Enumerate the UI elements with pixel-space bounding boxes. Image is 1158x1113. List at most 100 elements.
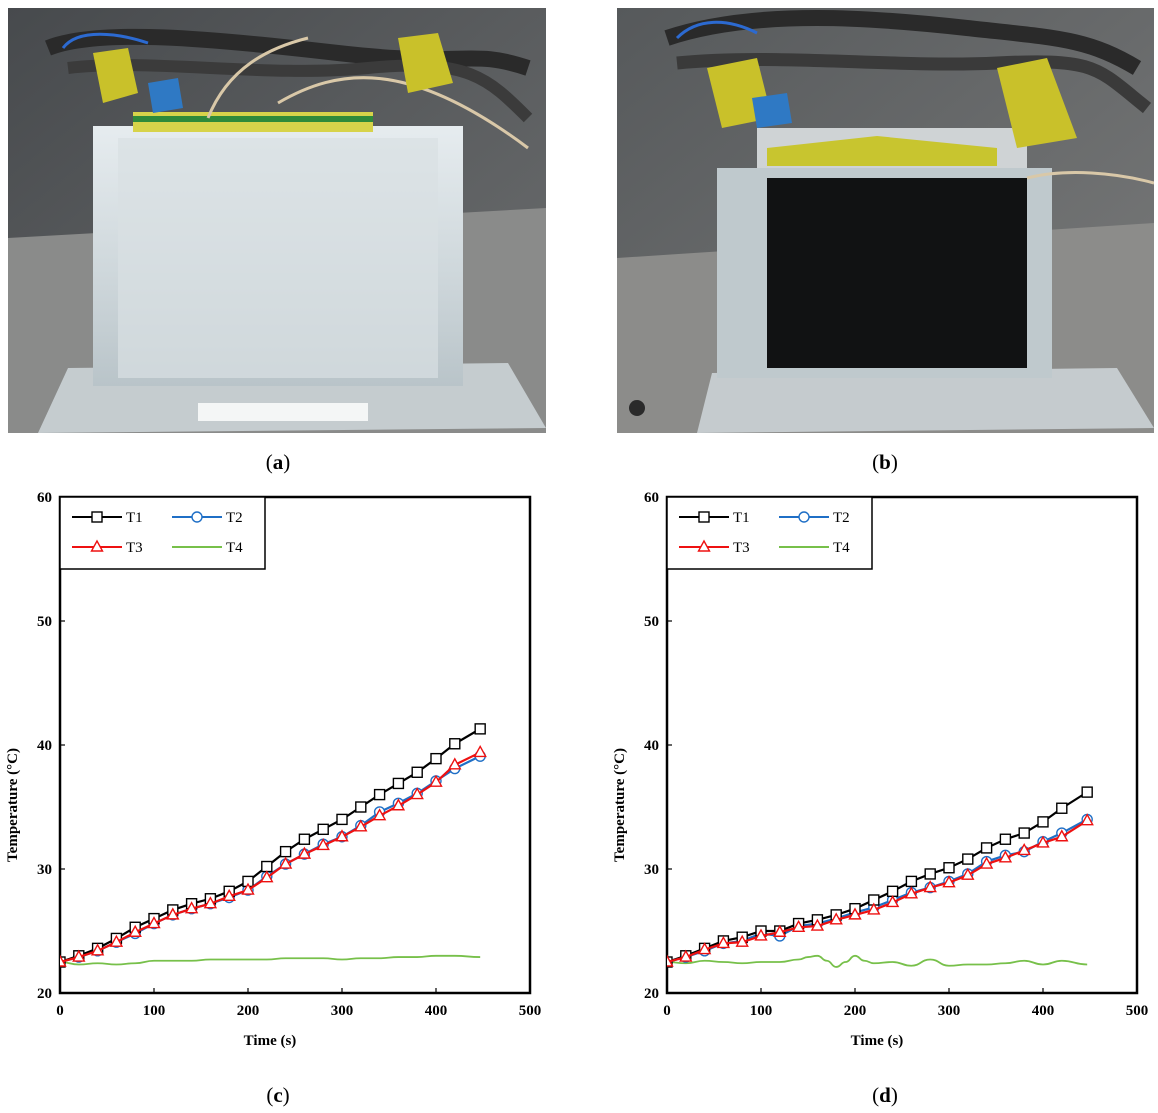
t3-point-6 (166, 907, 180, 920)
plot-area-frame (665, 495, 1139, 995)
t3-point-22 (1080, 813, 1094, 826)
t1-point-12 (279, 845, 292, 858)
t1-point-18 (999, 833, 1012, 845)
y-axis-label: Temperature (°C) (5, 748, 21, 862)
t3-point-19 (410, 787, 424, 800)
caption-a: (a) (265, 450, 291, 474)
t3-point-5 (147, 916, 161, 929)
y-tick-label-50: 50 (37, 614, 52, 630)
caption-d: (d) (872, 1083, 898, 1107)
legend-t1-point-0 (91, 511, 103, 523)
x-tick-label-0: 0 (56, 1003, 64, 1019)
x-tick-label-500: 500 (519, 1003, 542, 1019)
t3-point-15 (942, 875, 956, 888)
t3-point-4 (735, 934, 749, 947)
t1-point-13 (905, 875, 918, 888)
legend: T1 T2 T3 T4 (59, 496, 266, 570)
t3-point-15 (335, 829, 349, 842)
t3-point-21 (448, 757, 462, 770)
t3-point-19 (1017, 842, 1031, 856)
photo-a (8, 8, 546, 433)
series-t2-line (60, 755, 481, 964)
t3-point-11 (867, 902, 881, 915)
battery-in-clear-ice-block-photo-icon (8, 8, 546, 433)
t3-point-0 (60, 954, 67, 967)
t3-point-14 (923, 880, 937, 893)
photo-b (617, 8, 1154, 433)
y-tick-label-50: 50 (644, 614, 659, 630)
x-tick-label-300: 300 (938, 1003, 961, 1019)
t3-point-4 (128, 924, 142, 937)
legend-label-t1: T1 (126, 510, 143, 526)
t1-point-20 (1037, 816, 1049, 828)
t1-point-21 (1056, 802, 1068, 814)
t3-point-13 (904, 886, 919, 899)
t3-point-1 (679, 949, 693, 962)
legend-t1-point-0 (698, 511, 710, 523)
y-tick-label-20: 20 (37, 986, 52, 1002)
t3-point-10 (848, 907, 862, 920)
legend-box (666, 496, 873, 570)
t3-point-5 (754, 928, 768, 941)
t3-point-7 (791, 919, 806, 932)
t3-point-2 (697, 942, 712, 955)
t1-point-20 (430, 752, 442, 765)
t3-point-14 (316, 837, 330, 851)
t1-point-15 (943, 862, 955, 874)
y-tick-label-40: 40 (37, 738, 52, 754)
t3-point-8 (203, 896, 218, 909)
series-t3-line (667, 819, 1088, 964)
t1-point-16 (962, 853, 974, 865)
legend-label-t4: T4 (833, 540, 850, 556)
y-tick-label-30: 30 (644, 862, 659, 878)
t3-point-11 (260, 870, 274, 883)
legend: T1 T2 T3 T4 (666, 496, 873, 570)
y-tick-label-60: 60 (37, 490, 52, 506)
x-tick-label-200: 200 (237, 1003, 260, 1019)
series-t1-line (667, 791, 1088, 964)
t3-point-3 (716, 935, 731, 949)
x-tick-label-100: 100 (143, 1003, 166, 1019)
x-tick-label-0: 0 (663, 1003, 671, 1019)
t1-point-22 (474, 723, 486, 735)
t3-point-7 (184, 901, 199, 914)
t3-point-20 (1036, 835, 1050, 848)
caption-b: (b) (872, 450, 898, 474)
series-t3-line (60, 751, 481, 964)
x-tick-label-500: 500 (1126, 1003, 1149, 1019)
t3-point-6 (773, 924, 787, 937)
t1-point-19 (1018, 827, 1030, 839)
t3-point-9 (829, 912, 843, 925)
t1-point-16 (355, 801, 367, 813)
y-tick-label-40: 40 (644, 738, 659, 754)
t1-point-13 (298, 833, 311, 845)
t3-point-8 (810, 918, 825, 931)
series-group (667, 786, 1094, 968)
t3-point-20 (429, 774, 443, 787)
x-tick-label-400: 400 (1032, 1003, 1055, 1019)
series-t1-line (60, 727, 481, 964)
y-tick-label-20: 20 (644, 986, 659, 1002)
x-tick-label-300: 300 (331, 1003, 354, 1019)
t3-point-17 (979, 856, 994, 869)
t1-point-14 (924, 868, 936, 880)
t3-point-17 (372, 808, 387, 821)
t1-point-11 (261, 860, 273, 873)
t3-point-22 (473, 744, 487, 758)
legend-label-t4: T4 (226, 540, 243, 556)
chart-c: 20 30 40 50 60 0 100 200 300 400 500 Time (s) Temper… (5, 490, 541, 1049)
t1-point-12 (886, 885, 899, 898)
x-tick-label-100: 100 (750, 1003, 773, 1019)
caption-c: (c) (266, 1083, 290, 1107)
t3-point-16 (961, 867, 975, 880)
y-axis-label: Temperature (°C) (612, 748, 628, 862)
t3-point-2 (90, 943, 105, 956)
t1-point-22 (1081, 786, 1093, 798)
legend-label-t2: T2 (833, 510, 850, 526)
y-tick-label-60: 60 (644, 490, 659, 506)
x-axis-label: Time (s) (851, 1033, 904, 1049)
t3-point-12 (885, 895, 900, 908)
legend-t2-point-0 (191, 511, 203, 523)
legend-t3-point-0 (697, 539, 711, 552)
x-tick-label-200: 200 (844, 1003, 867, 1019)
